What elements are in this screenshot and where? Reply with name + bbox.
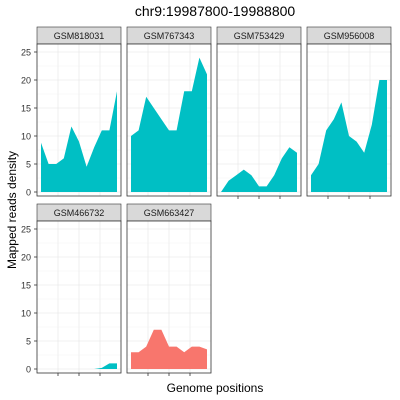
y-tick-label: 5 (26, 160, 31, 170)
facet-panel-gsm663427: GSM663427 (126, 203, 212, 376)
y-tick-label: 25 (21, 225, 31, 235)
area-series-gsm663427 (131, 329, 207, 369)
area-series-gsm818031 (41, 91, 117, 192)
panel-border (36, 43, 122, 197)
facet-panel-gsm753429: GSM753429 (216, 26, 302, 199)
y-tick-label: 20 (21, 76, 31, 86)
y-tick-label: 10 (21, 309, 31, 319)
facet-strip-label: GSM466732 (54, 208, 105, 218)
y-tick-label: 10 (21, 132, 31, 142)
y-tick-label: 0 (26, 365, 31, 375)
facet-strip-label: GSM663427 (144, 208, 195, 218)
y-tick-label: 0 (26, 188, 31, 198)
y-tick-label: 20 (21, 253, 31, 263)
facet-panel-gsm818031: GSM818031 (36, 26, 122, 197)
y-tick-label: 5 (26, 337, 31, 347)
area-series-gsm753429 (221, 147, 297, 192)
x-axis-label: Genome positions (167, 381, 264, 395)
facet-panels: 0 5 10 15 20 25 0 5 10 15 20 25 GSM818031 GSM767343 GS… (21, 26, 392, 376)
facet-panel-gsm767343: GSM767343 (126, 26, 212, 197)
facet-strip-label: GSM767343 (144, 31, 195, 41)
area-series-gsm956008 (311, 80, 387, 192)
y-tick-label: 15 (21, 281, 31, 291)
facet-strip-label: GSM753429 (234, 31, 285, 41)
facet-panel-gsm956008: GSM956008 (306, 26, 392, 199)
chart-title: chr9:19987800-19988800 (135, 3, 296, 19)
facet-strip-label: GSM956008 (324, 31, 375, 41)
y-tick-label: 25 (21, 48, 31, 58)
area-series-gsm466732 (41, 363, 117, 369)
y-axis-label: Mapped reads density (5, 151, 19, 269)
area-series-gsm767343 (131, 57, 207, 192)
y-tick-label: 15 (21, 104, 31, 114)
panel-border (126, 43, 212, 197)
facet-strip-label: GSM818031 (54, 31, 105, 41)
facet-panel-gsm466732: GSM466732 (36, 203, 122, 376)
